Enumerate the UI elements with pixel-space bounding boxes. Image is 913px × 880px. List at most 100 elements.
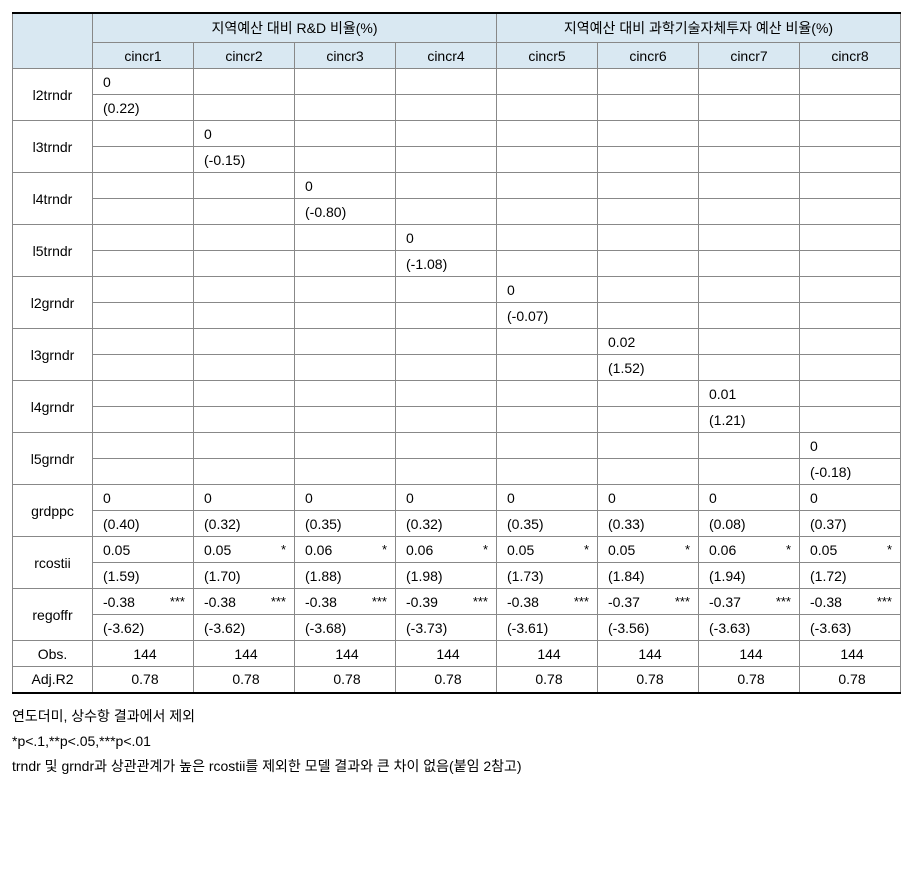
regression-table: 지역예산 대비 R&D 비율(%) 지역예산 대비 과학기술자체투자 예산 비율… [12, 12, 901, 694]
table-cell: (0.32) [396, 511, 497, 537]
note-line-2: *p<.1,**p<.05,***p<.01 [12, 729, 901, 754]
table-cell [598, 303, 699, 329]
table-cell [800, 355, 901, 381]
table-cell: 0 [699, 485, 800, 511]
table-cell: (-3.73) [396, 615, 497, 641]
table-cell [598, 459, 699, 485]
table-cell [699, 277, 800, 303]
table-cell: (1.73) [497, 563, 598, 589]
table-cell: (0.32) [194, 511, 295, 537]
table-cell: 0.02 [598, 329, 699, 355]
table-cell [194, 199, 295, 225]
table-cell: 0.05* [598, 537, 699, 563]
table-cell [194, 303, 295, 329]
table-cell: 0.05 [93, 537, 194, 563]
table-cell [699, 147, 800, 173]
table-cell [598, 251, 699, 277]
table-cell: 144 [396, 641, 497, 667]
table-cell [93, 329, 194, 355]
table-cell [194, 459, 295, 485]
table-cell [93, 381, 194, 407]
table-cell: 0.78 [396, 667, 497, 693]
table-cell [497, 199, 598, 225]
stat-name: Adj.R2 [13, 667, 93, 693]
table-cell: 144 [295, 641, 396, 667]
table-cell: -0.38*** [497, 589, 598, 615]
table-cell: (-3.56) [598, 615, 699, 641]
table-cell [699, 69, 800, 95]
table-cell: 0.78 [93, 667, 194, 693]
table-cell: (1.98) [396, 563, 497, 589]
table-cell [800, 95, 901, 121]
table-cell [396, 355, 497, 381]
table-cell [598, 173, 699, 199]
table-cell: (0.33) [598, 511, 699, 537]
table-cell: 144 [800, 641, 901, 667]
table-cell [598, 147, 699, 173]
table-cell: 0.05* [800, 537, 901, 563]
table-cell: 0 [93, 485, 194, 511]
table-cell: 144 [194, 641, 295, 667]
header-group-2: 지역예산 대비 과학기술자체투자 예산 비율(%) [497, 13, 901, 43]
table-cell [194, 225, 295, 251]
table-cell [93, 407, 194, 433]
table-cell [295, 225, 396, 251]
table-cell: (0.37) [800, 511, 901, 537]
table-cell [295, 277, 396, 303]
table-cell [93, 277, 194, 303]
table-cell [800, 251, 901, 277]
table-cell: (-0.80) [295, 199, 396, 225]
table-cell [598, 381, 699, 407]
table-cell: (-3.62) [194, 615, 295, 641]
var-name: l3grndr [13, 329, 93, 381]
table-cell [497, 381, 598, 407]
table-cell [800, 121, 901, 147]
table-cell [194, 355, 295, 381]
col-cincr4: cincr4 [396, 43, 497, 69]
table-cell: (-3.63) [699, 615, 800, 641]
table-cell [93, 225, 194, 251]
table-cell [497, 69, 598, 95]
table-cell: (0.08) [699, 511, 800, 537]
table-cell [699, 225, 800, 251]
col-cincr5: cincr5 [497, 43, 598, 69]
table-cell: (-3.62) [93, 615, 194, 641]
table-cell: (1.59) [93, 563, 194, 589]
table-cell: 0.06* [295, 537, 396, 563]
table-cell: (1.88) [295, 563, 396, 589]
table-cell [93, 199, 194, 225]
table-cell [598, 199, 699, 225]
table-cell [295, 95, 396, 121]
table-cell: 0.78 [800, 667, 901, 693]
table-cell [295, 459, 396, 485]
table-cell [497, 147, 598, 173]
table-cell: (0.35) [295, 511, 396, 537]
table-cell: 0.78 [699, 667, 800, 693]
table-cell [800, 225, 901, 251]
table-cell [194, 381, 295, 407]
col-cincr6: cincr6 [598, 43, 699, 69]
note-line-3: trndr 및 grndr과 상관관계가 높은 rcostii를 제외한 모델 … [12, 754, 901, 779]
table-cell [800, 173, 901, 199]
table-cell: (0.40) [93, 511, 194, 537]
table-cell: 0 [295, 485, 396, 511]
table-cell [93, 147, 194, 173]
table-cell: 0 [800, 485, 901, 511]
table-cell [295, 381, 396, 407]
table-cell: 0 [497, 485, 598, 511]
var-name: l5grndr [13, 433, 93, 485]
table-cell: 0 [396, 225, 497, 251]
table-cell [497, 173, 598, 199]
table-cell [598, 433, 699, 459]
table-cell [497, 407, 598, 433]
table-cell [295, 433, 396, 459]
table-cell [295, 329, 396, 355]
table-cell: 0.78 [194, 667, 295, 693]
table-cell [497, 225, 598, 251]
table-cell [93, 433, 194, 459]
header-group-1: 지역예산 대비 R&D 비율(%) [93, 13, 497, 43]
table-cell [194, 407, 295, 433]
table-cell [396, 303, 497, 329]
table-cell [497, 459, 598, 485]
table-cell [194, 329, 295, 355]
